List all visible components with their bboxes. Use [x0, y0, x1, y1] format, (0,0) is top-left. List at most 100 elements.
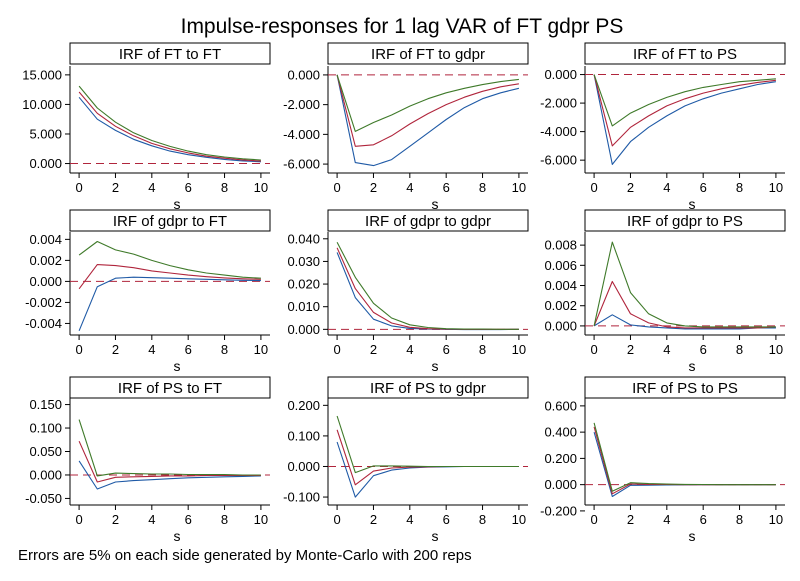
x-tick-label: 4 — [406, 512, 413, 527]
x-axis-label: s — [174, 196, 181, 212]
x-tick-label: 10 — [769, 512, 783, 527]
x-tick-label: 6 — [185, 342, 192, 357]
y-tick-label: 0.006 — [544, 258, 577, 273]
y-tick-label: 0.008 — [544, 238, 577, 253]
y-tick-label: 0.000 — [29, 156, 62, 171]
y-tick-label: 0.000 — [287, 67, 320, 82]
irf-panel: IRF of gdpr to PS 0.008 0.006 0.004 0.002 0.0… — [544, 209, 786, 374]
x-axis-label: s — [689, 358, 696, 374]
x-tick-label: 0 — [75, 512, 82, 527]
x-tick-label: 2 — [112, 512, 119, 527]
panel-title-box — [584, 42, 786, 65]
x-tick-label: 4 — [148, 512, 155, 527]
x-tick-label: 6 — [700, 180, 707, 195]
series-line-upper — [78, 240, 261, 279]
x-tick-label: 2 — [370, 512, 377, 527]
y-tick-label: 0.000 — [287, 322, 320, 337]
x-tick-label: 10 — [254, 180, 268, 195]
panel-title: IRF of FT to FT — [119, 46, 221, 63]
y-tick-label: -0.100 — [283, 490, 320, 505]
panel-title: IRF of PS to FT — [118, 380, 222, 397]
y-tick-label: -6.000 — [540, 153, 577, 168]
x-tick-label: 0 — [333, 512, 340, 527]
y-tick-label: 0.100 — [29, 421, 62, 436]
series-line-lower — [336, 74, 520, 167]
panel-title: IRF of FT to gdpr — [371, 46, 485, 63]
series-line-upper — [336, 74, 519, 132]
y-tick-label: -4.000 — [540, 124, 577, 139]
y-tick-label: 10.000 — [22, 97, 62, 112]
series-line-irf — [78, 440, 261, 483]
panel-title-box — [327, 42, 529, 65]
series-line-upper — [593, 422, 776, 492]
y-tick-label: 0.004 — [29, 232, 62, 247]
series-line-upper — [593, 74, 776, 127]
irf-panel: IRF of FT to FT 0.000 5.000 10.000 15.000 0 2 4… — [22, 42, 271, 212]
x-tick-label: 2 — [370, 342, 377, 357]
series-line-irf — [593, 74, 776, 147]
series-line-upper — [78, 419, 261, 477]
series-line-lower — [593, 314, 776, 330]
y-tick-label: 0.100 — [287, 428, 320, 443]
panel-title-box — [584, 376, 786, 399]
x-axis-label: s — [174, 358, 181, 374]
panel-grid: IRF of FT to FT 0.000 5.000 10.000 15.000 0 2 4… — [22, 42, 786, 544]
y-tick-label: -0.200 — [540, 503, 577, 518]
series-line-lower — [78, 276, 261, 332]
irf-panel: IRF of gdpr to FT 0.004 0.002 0.000 -0.002 -0… — [25, 209, 271, 374]
irf-panel: IRF of PS to gdpr 0.200 0.100 0.000 -0.100 0 2… — [283, 376, 529, 544]
y-tick-label: 0.200 — [287, 398, 320, 413]
irf-panel: IRF of PS to PS 0.600 0.400 0.200 0.000 -0.20… — [540, 376, 786, 544]
series-line-irf — [336, 247, 519, 330]
x-tick-label: 10 — [254, 342, 268, 357]
panel-title-box — [69, 42, 271, 65]
x-axis-label: s — [689, 196, 696, 212]
y-tick-label: -0.002 — [25, 295, 62, 310]
x-axis-label: s — [432, 358, 439, 374]
x-tick-label: 10 — [254, 512, 268, 527]
y-tick-label: 0.002 — [544, 298, 577, 313]
x-tick-label: 6 — [185, 512, 192, 527]
x-tick-label: 6 — [443, 342, 450, 357]
x-tick-label: 4 — [663, 180, 670, 195]
y-tick-label: 5.000 — [29, 126, 62, 141]
y-tick-label: 0.000 — [544, 67, 577, 82]
x-tick-label: 2 — [627, 342, 634, 357]
x-tick-label: 10 — [769, 342, 783, 357]
series-line-upper — [336, 241, 519, 330]
y-tick-label: -0.050 — [25, 491, 62, 506]
y-tick-label: 0.000 — [29, 274, 62, 289]
x-tick-label: 0 — [590, 180, 597, 195]
panel-title-box — [69, 209, 271, 232]
x-tick-label: 10 — [769, 180, 783, 195]
series-line-irf — [593, 426, 776, 495]
x-tick-label: 4 — [148, 180, 155, 195]
y-tick-label: 0.150 — [29, 397, 62, 412]
x-tick-label: 4 — [663, 512, 670, 527]
y-tick-label: 15.000 — [22, 67, 62, 82]
x-tick-label: 8 — [736, 342, 743, 357]
y-tick-label: 0.030 — [287, 254, 320, 269]
y-tick-label: -6.000 — [283, 157, 320, 172]
x-tick-label: 2 — [627, 512, 634, 527]
series-line-irf — [78, 91, 261, 162]
series-line-irf — [593, 280, 776, 329]
x-tick-label: 2 — [627, 180, 634, 195]
panel-title: IRF of FT to PS — [633, 46, 737, 63]
x-tick-label: 10 — [512, 342, 526, 357]
y-tick-label: 0.020 — [287, 277, 320, 292]
panel-title-box — [327, 209, 529, 232]
x-tick-label: 0 — [590, 342, 597, 357]
y-tick-label: 0.000 — [544, 318, 577, 333]
x-tick-label: 0 — [333, 342, 340, 357]
panel-title-box — [327, 376, 529, 399]
y-tick-label: 0.200 — [544, 451, 577, 466]
x-tick-label: 0 — [590, 512, 597, 527]
panel-title: IRF of gdpr to PS — [627, 213, 743, 230]
y-tick-label: 0.010 — [287, 299, 320, 314]
x-tick-label: 2 — [112, 180, 119, 195]
x-tick-label: 4 — [406, 342, 413, 357]
irf-panel: IRF of FT to gdpr 0.000 -2.000 -4.000 -6.000… — [283, 42, 529, 212]
series-line-upper — [336, 415, 519, 474]
